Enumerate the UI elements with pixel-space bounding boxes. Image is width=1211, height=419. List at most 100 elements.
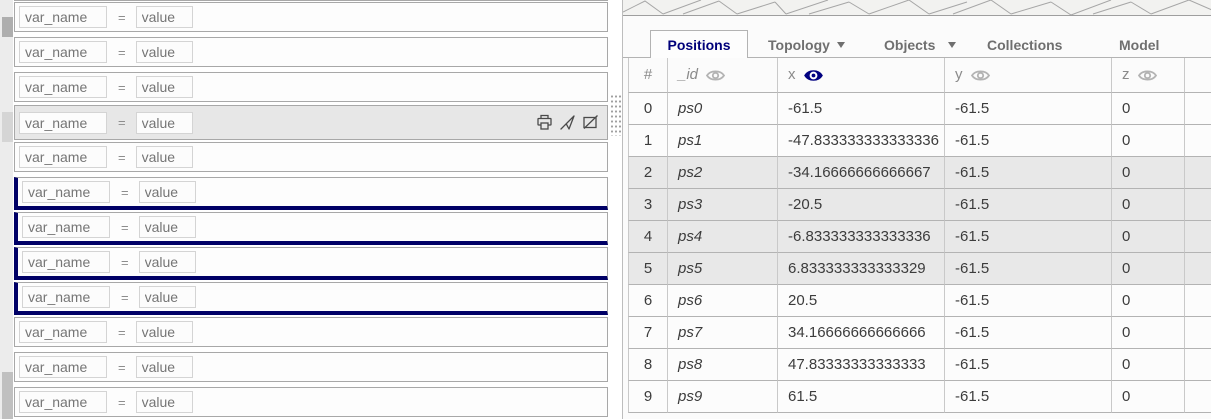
cell-index[interactable]: 1: [628, 125, 668, 157]
cell-y[interactable]: -61.5: [945, 221, 1112, 253]
variable-row[interactable]: =: [14, 2, 608, 32]
cell-y[interactable]: -61.5: [945, 93, 1112, 125]
cell-y[interactable]: -61.5: [945, 253, 1112, 285]
column-header-id[interactable]: _id: [668, 58, 778, 93]
var-name-input[interactable]: [19, 76, 107, 98]
cell-index[interactable]: 7: [628, 317, 668, 349]
var-name-input[interactable]: [22, 251, 110, 273]
cell-x[interactable]: 47.83333333333333: [778, 349, 945, 381]
var-value-input[interactable]: [135, 391, 193, 413]
cell-z[interactable]: 0: [1112, 93, 1185, 125]
cell-index[interactable]: 6: [628, 285, 668, 317]
variable-row[interactable]: =: [14, 212, 608, 245]
cell-x[interactable]: -34.16666666666667: [778, 157, 945, 189]
var-name-input[interactable]: [19, 41, 107, 63]
variable-row[interactable]: =: [14, 105, 608, 140]
variable-row[interactable]: =: [14, 247, 608, 280]
var-value-input[interactable]: [138, 181, 196, 203]
cell-x[interactable]: 61.5: [778, 381, 945, 413]
cell-id[interactable]: ps2: [668, 157, 778, 189]
cell-x[interactable]: -47.833333333333336: [778, 125, 945, 157]
cell-id[interactable]: ps8: [668, 349, 778, 381]
var-name-input[interactable]: [19, 356, 107, 378]
cell-y[interactable]: -61.5: [945, 189, 1112, 221]
variable-row[interactable]: =: [14, 317, 608, 347]
column-header-z[interactable]: z: [1112, 58, 1185, 93]
var-name-input[interactable]: [19, 391, 107, 413]
cell-x[interactable]: -61.5: [778, 93, 945, 125]
eye-icon[interactable]: [1137, 69, 1157, 82]
var-value-input[interactable]: [138, 286, 196, 308]
var-value-input[interactable]: [135, 146, 193, 168]
cell-z[interactable]: 0: [1112, 189, 1185, 221]
eye-icon[interactable]: [706, 69, 726, 82]
table-row[interactable]: 9 ps9 61.5 -61.5 0: [628, 381, 1211, 413]
cell-id[interactable]: ps9: [668, 381, 778, 413]
var-value-input[interactable]: [138, 251, 196, 273]
table-row[interactable]: 1 ps1 -47.833333333333336 -61.5 0: [628, 125, 1211, 157]
var-value-input[interactable]: [135, 111, 193, 134]
cell-index[interactable]: 5: [628, 253, 668, 285]
variable-row[interactable]: =: [14, 177, 608, 210]
table-row[interactable]: 7 ps7 34.16666666666666 -61.5 0: [628, 317, 1211, 349]
cell-id[interactable]: ps5: [668, 253, 778, 285]
cell-y[interactable]: -61.5: [945, 157, 1112, 189]
column-header-x[interactable]: x: [778, 58, 945, 93]
table-row[interactable]: 3 ps3 -20.5 -61.5 0: [628, 189, 1211, 221]
cell-x[interactable]: -6.833333333333336: [778, 221, 945, 253]
eye-icon[interactable]: [803, 69, 823, 82]
cell-y[interactable]: -61.5: [945, 349, 1112, 381]
panel-splitter-handle[interactable]: [610, 94, 621, 136]
cell-z[interactable]: 0: [1112, 157, 1185, 189]
viewport-strip[interactable]: [623, 0, 1211, 16]
var-name-input[interactable]: [22, 216, 110, 238]
eye-icon[interactable]: [970, 69, 990, 82]
variable-row[interactable]: =: [14, 387, 608, 417]
cell-z[interactable]: 0: [1112, 221, 1185, 253]
cell-index[interactable]: 2: [628, 157, 668, 189]
cell-index[interactable]: 0: [628, 93, 668, 125]
tab-model[interactable]: Model: [1119, 32, 1159, 57]
variable-row[interactable]: =: [14, 142, 608, 172]
cell-y[interactable]: -61.5: [945, 317, 1112, 349]
cell-z[interactable]: 0: [1112, 253, 1185, 285]
var-name-input[interactable]: [22, 286, 110, 308]
printer-icon[interactable]: [536, 114, 553, 131]
cell-y[interactable]: -61.5: [945, 125, 1112, 157]
table-row[interactable]: 2 ps2 -34.16666666666667 -61.5 0: [628, 157, 1211, 189]
variable-row[interactable]: =: [14, 72, 608, 102]
cell-z[interactable]: 0: [1112, 125, 1185, 157]
table-row[interactable]: 6 ps6 20.5 -61.5 0: [628, 285, 1211, 317]
cell-y[interactable]: -61.5: [945, 285, 1112, 317]
column-header-index[interactable]: #: [628, 58, 668, 93]
tab-objects[interactable]: Objects: [884, 32, 957, 57]
var-value-input[interactable]: [135, 356, 193, 378]
table-row[interactable]: 5 ps5 6.833333333333329 -61.5 0: [628, 253, 1211, 285]
cell-z[interactable]: 0: [1112, 381, 1185, 413]
var-value-input[interactable]: [135, 321, 193, 343]
cell-x[interactable]: 6.833333333333329: [778, 253, 945, 285]
var-value-input[interactable]: [135, 76, 193, 98]
cell-id[interactable]: ps3: [668, 189, 778, 221]
cell-index[interactable]: 8: [628, 349, 668, 381]
cell-x[interactable]: 20.5: [778, 285, 945, 317]
left-scroll-gutter[interactable]: [0, 0, 13, 419]
cell-index[interactable]: 4: [628, 221, 668, 253]
var-name-input[interactable]: [19, 321, 107, 343]
cell-z[interactable]: 0: [1112, 317, 1185, 349]
cell-id[interactable]: ps6: [668, 285, 778, 317]
var-name-input[interactable]: [19, 111, 107, 134]
cell-index[interactable]: 9: [628, 381, 668, 413]
var-name-input[interactable]: [19, 146, 107, 168]
hide-icon[interactable]: [582, 114, 599, 131]
column-header-y[interactable]: y: [945, 58, 1112, 93]
var-value-input[interactable]: [135, 6, 193, 28]
table-row[interactable]: 8 ps8 47.83333333333333 -61.5 0: [628, 349, 1211, 381]
cell-z[interactable]: 0: [1112, 349, 1185, 381]
cell-id[interactable]: ps0: [668, 93, 778, 125]
variable-row[interactable]: =: [14, 37, 608, 67]
var-value-input[interactable]: [138, 216, 196, 238]
send-icon[interactable]: [559, 114, 576, 131]
cell-z[interactable]: 0: [1112, 285, 1185, 317]
variable-row[interactable]: =: [14, 282, 608, 315]
